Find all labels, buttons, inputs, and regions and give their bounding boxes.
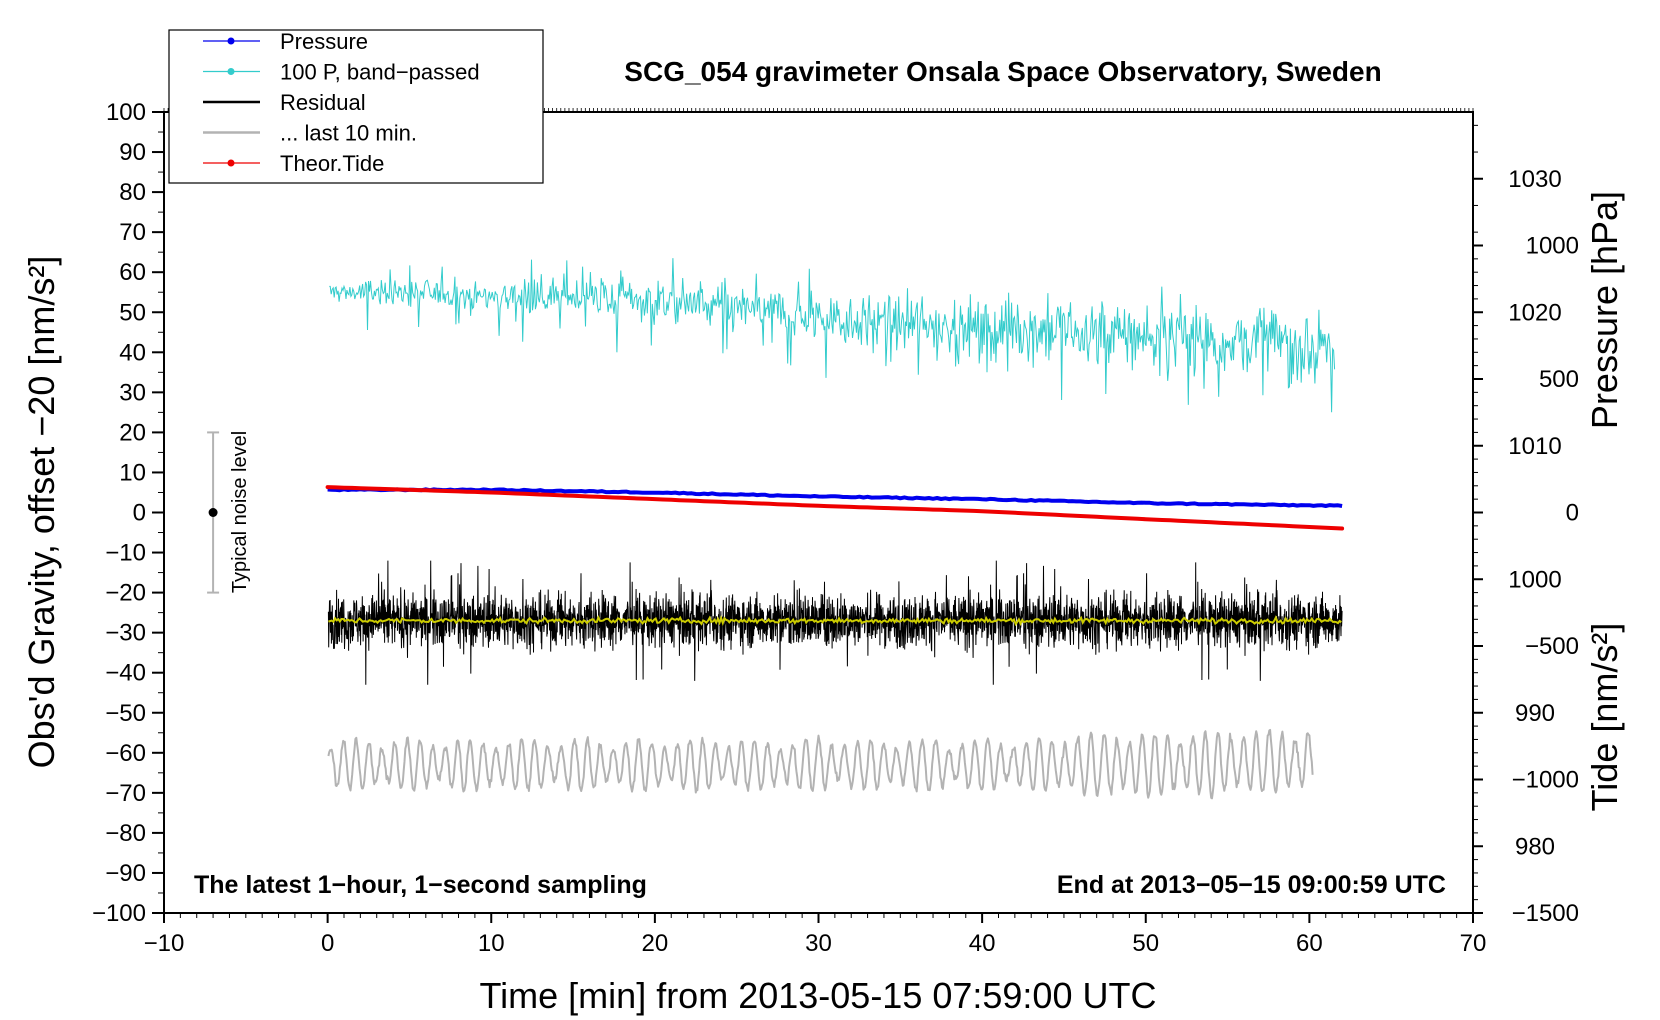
pressure-tick-label: 990 [1515,700,1555,727]
legend-marker [227,37,235,45]
x-tick-label: 30 [805,930,832,957]
tide-tick-label: −1500 [1512,900,1579,927]
pressure-tick-label: 1010 [1508,433,1561,460]
y-tick-label: −90 [105,860,146,887]
y-tick-label: −100 [92,900,146,927]
tide-tick-label: 1000 [1526,233,1579,260]
series-residual-line [327,560,1343,685]
series-tide-line [325,485,1345,531]
tide-tick-label: 500 [1539,366,1579,393]
x-tick-label: 0 [321,930,334,957]
series-bandpassed-line [329,258,1336,413]
annotation-end-time: End at 2013−05−15 09:00:59 UTC [1057,871,1446,899]
y-tick-label: −40 [105,660,146,687]
pressure-tick-label: 980 [1515,833,1555,860]
y-tick-label: −20 [105,580,146,607]
pressure-tick-label: 1030 [1508,166,1561,193]
y-tick-label: 0 [133,500,146,527]
x-tick-label: 10 [478,930,505,957]
series-pressure-line [327,487,1343,508]
y-tick-label: 70 [119,219,146,246]
x-tick-label: 70 [1460,930,1487,957]
axes: −10 0 10 20 30 40 50 60 701009080706050403020100… [92,99,1579,957]
y-tick-label: 90 [119,139,146,166]
y-tick-label: 20 [119,419,146,446]
legend: Pressure 100 P, band−passed Residual ... la… [168,29,544,184]
y-tick-label: 30 [119,379,146,406]
x-tick-label: 60 [1296,930,1323,957]
pressure-tick-label: 1000 [1508,566,1561,593]
legend-label: Pressure [280,29,368,54]
tide-tick-label: −1000 [1512,767,1579,794]
y-tick-label: 10 [119,459,146,486]
x-tick-label: −10 [144,930,185,957]
tide-tick-label: −500 [1525,633,1579,660]
legend-marker [227,68,235,75]
tide-tick-label: 0 [1566,500,1579,527]
y-tick-label: 60 [119,259,146,286]
legend-label: Residual [280,90,366,115]
y-tick-label: 50 [119,299,146,326]
legend-label: 100 P, band−passed [280,60,480,85]
noise-indicator: Typical noise level [207,431,251,594]
x-tick-label: 40 [969,930,996,957]
y-tick-label: −10 [105,540,146,567]
y-tick-label: −70 [105,780,146,807]
chart-title: SCG_054 gravimeter Onsala Space Observat… [624,56,1381,87]
y-tick-label: −60 [105,740,146,767]
pressure-tick-label: 1020 [1508,299,1561,326]
x-axis-label: Time [min] from 2013-05-15 07:59:00 UTC [480,975,1157,1016]
y-tick-label: −50 [105,700,146,727]
y-axis-label-tide: Tide [nm/s²] [1584,623,1625,812]
y-axis-label-pressure: Pressure [hPa] [1584,191,1625,429]
series-residual-smoothed-line [328,614,1342,627]
legend-label: ... last 10 min. [280,121,417,146]
y-axis-label-left: Obs'd Gravity, offset −20 [nm/s²] [21,256,62,769]
x-tick-label: 20 [642,930,669,957]
plot-data [325,258,1345,800]
y-tick-label: −80 [105,820,146,847]
series-last10-line [327,728,1314,800]
annotation-sampling: The latest 1−hour, 1−second sampling [194,871,647,899]
y-tick-label: 80 [119,179,146,206]
legend-label: Theor.Tide [280,151,384,176]
noise-bar-center-dot [208,508,218,517]
x-tick-label: 50 [1132,930,1159,957]
y-tick-label: 100 [106,99,146,126]
y-tick-label: −30 [105,620,146,647]
noise-label: Typical noise level [229,431,251,593]
y-tick-label: 40 [119,339,146,366]
legend-marker [227,159,235,167]
legend-box [168,29,544,184]
